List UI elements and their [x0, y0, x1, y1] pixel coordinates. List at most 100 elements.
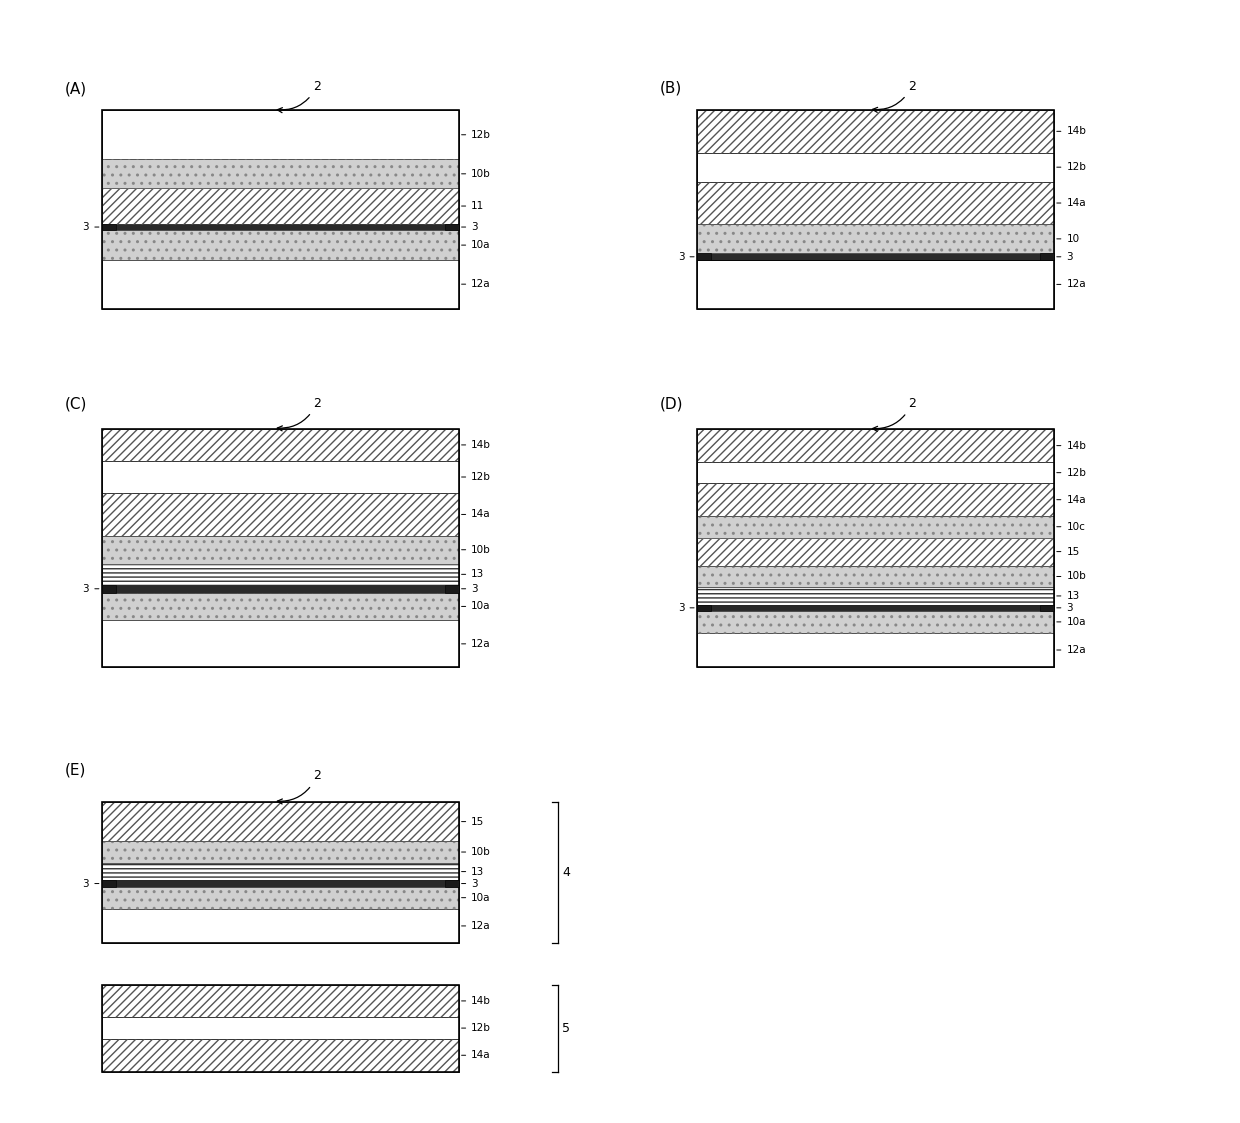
- Bar: [697, 538, 1054, 566]
- Bar: [102, 593, 459, 620]
- Text: 13: 13: [461, 569, 485, 579]
- Bar: [102, 536, 459, 564]
- Text: 12b: 12b: [461, 472, 491, 482]
- Text: 14b: 14b: [461, 440, 491, 450]
- Text: 3: 3: [1056, 252, 1073, 262]
- Bar: [102, 887, 459, 909]
- Bar: [697, 254, 1054, 261]
- Bar: [697, 515, 1054, 538]
- Text: 3: 3: [83, 584, 99, 594]
- Text: 3: 3: [1056, 603, 1073, 613]
- Bar: [697, 429, 1054, 667]
- Bar: [697, 632, 1054, 667]
- Text: 13: 13: [461, 867, 485, 877]
- Bar: [102, 887, 459, 909]
- Bar: [102, 259, 459, 309]
- Text: (A): (A): [64, 81, 87, 97]
- Bar: [102, 862, 459, 880]
- Bar: [102, 493, 459, 536]
- Text: 14b: 14b: [1056, 440, 1086, 450]
- Bar: [697, 515, 1054, 538]
- Text: 3: 3: [678, 603, 694, 613]
- Bar: [697, 429, 1054, 462]
- Bar: [102, 802, 459, 841]
- Text: 3: 3: [678, 252, 694, 262]
- Text: 14a: 14a: [1056, 198, 1086, 208]
- Bar: [102, 429, 459, 460]
- Bar: [102, 585, 117, 593]
- Text: 10a: 10a: [461, 893, 491, 903]
- Bar: [697, 110, 1054, 153]
- Bar: [444, 880, 459, 887]
- Text: 10b: 10b: [1056, 572, 1086, 582]
- Text: (D): (D): [660, 396, 683, 412]
- Bar: [102, 159, 459, 189]
- Text: 2: 2: [278, 396, 321, 431]
- Text: 3: 3: [83, 878, 99, 888]
- Bar: [697, 182, 1054, 225]
- Text: 10b: 10b: [461, 847, 491, 857]
- Bar: [1039, 604, 1054, 611]
- Bar: [102, 841, 459, 862]
- Bar: [102, 1039, 459, 1071]
- Bar: [697, 566, 1054, 587]
- Bar: [697, 484, 1054, 515]
- Text: 10a: 10a: [461, 602, 491, 611]
- Bar: [102, 862, 459, 880]
- Text: 3: 3: [461, 222, 477, 232]
- Bar: [102, 909, 459, 943]
- Bar: [102, 585, 459, 593]
- Text: (E): (E): [64, 763, 86, 778]
- Bar: [697, 538, 1054, 566]
- Text: 15: 15: [461, 816, 485, 827]
- Text: 14b: 14b: [1056, 126, 1086, 136]
- Bar: [102, 841, 459, 862]
- Bar: [102, 110, 459, 159]
- Text: 14a: 14a: [1056, 495, 1086, 504]
- Text: 3: 3: [461, 584, 477, 594]
- Bar: [102, 110, 459, 309]
- Text: 10a: 10a: [1056, 617, 1086, 627]
- Text: 3: 3: [83, 222, 99, 232]
- Bar: [697, 611, 1054, 632]
- Bar: [102, 1017, 459, 1039]
- Text: 10c: 10c: [1056, 522, 1085, 531]
- Text: 12b: 12b: [461, 130, 491, 139]
- Bar: [697, 110, 1054, 309]
- Text: (B): (B): [660, 81, 682, 95]
- Text: 12a: 12a: [1056, 645, 1086, 655]
- Text: 12a: 12a: [461, 921, 491, 931]
- Text: 2: 2: [873, 396, 916, 431]
- Text: 12b: 12b: [1056, 467, 1086, 477]
- Bar: [102, 460, 459, 493]
- Bar: [697, 604, 712, 611]
- Bar: [697, 182, 1054, 225]
- Text: 12b: 12b: [1056, 162, 1086, 172]
- Text: 5: 5: [562, 1022, 570, 1034]
- Text: 12a: 12a: [461, 639, 491, 649]
- Text: (C): (C): [64, 396, 87, 412]
- Bar: [697, 604, 1054, 611]
- Bar: [697, 566, 1054, 587]
- Bar: [102, 230, 459, 259]
- Bar: [102, 985, 459, 1071]
- Bar: [102, 1039, 459, 1071]
- Bar: [697, 254, 712, 261]
- Text: 12a: 12a: [1056, 280, 1086, 290]
- Bar: [697, 261, 1054, 309]
- Bar: [102, 564, 459, 585]
- Text: 10b: 10b: [461, 168, 491, 179]
- Bar: [102, 189, 459, 223]
- Text: 14a: 14a: [461, 510, 491, 520]
- Bar: [697, 611, 1054, 632]
- Bar: [102, 564, 459, 585]
- Bar: [697, 462, 1054, 484]
- Bar: [697, 110, 1054, 153]
- Bar: [697, 225, 1054, 254]
- Bar: [697, 587, 1054, 604]
- Bar: [102, 802, 459, 943]
- Text: 4: 4: [562, 866, 570, 879]
- Bar: [102, 985, 459, 1017]
- Text: 10: 10: [1056, 234, 1080, 244]
- Bar: [102, 620, 459, 667]
